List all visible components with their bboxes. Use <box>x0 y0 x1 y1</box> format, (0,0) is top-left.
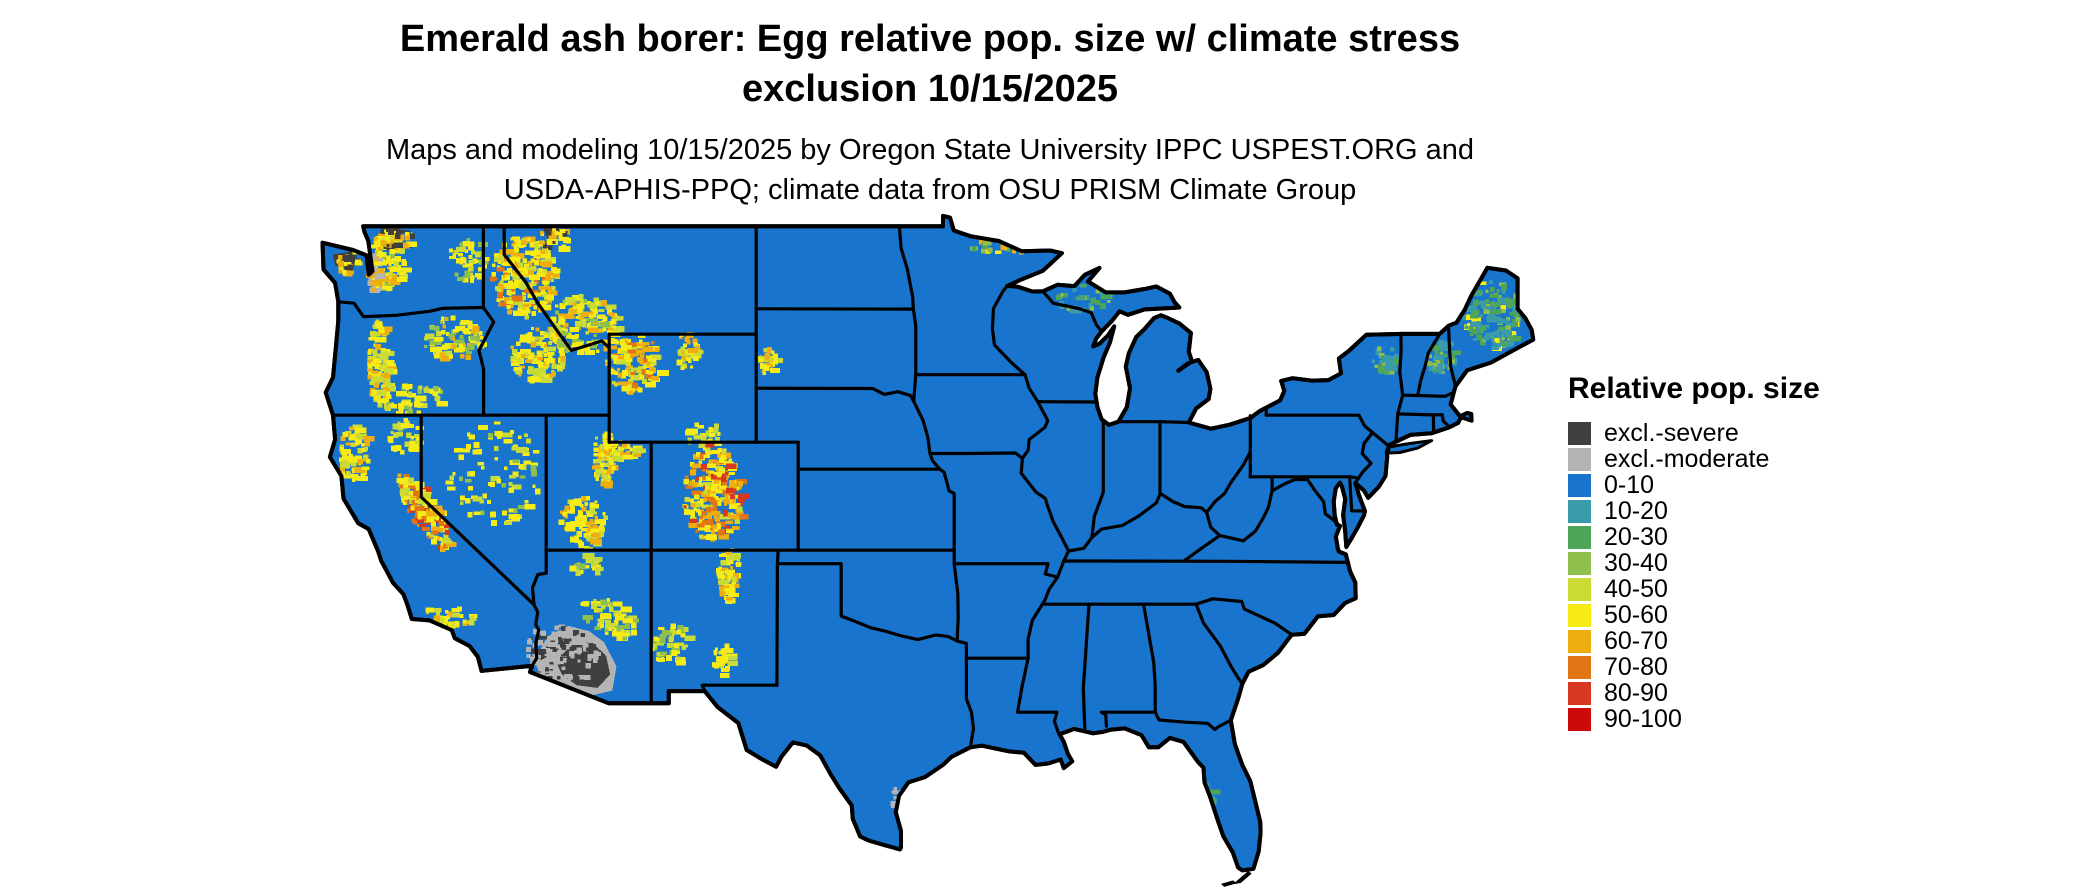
legend-swatch <box>1568 681 1591 705</box>
map-subtitle: Maps and modeling 10/15/2025 by Oregon S… <box>80 130 1780 210</box>
legend-swatch <box>1568 629 1591 653</box>
legend-label: excl.-moderate <box>1604 444 1770 473</box>
legend-swatch <box>1568 525 1591 549</box>
legend-row: 50-60 <box>1568 602 1948 628</box>
legend-swatch <box>1568 473 1591 497</box>
legend-row: 20-30 <box>1568 524 1948 550</box>
legend-row: 60-70 <box>1568 628 1948 654</box>
legend-label: 60-70 <box>1604 626 1668 655</box>
legend-label: 40-50 <box>1604 574 1668 603</box>
legend-swatch <box>1568 447 1591 471</box>
legend-swatch <box>1568 421 1591 445</box>
legend-swatch <box>1568 603 1591 627</box>
legend-label: 80-90 <box>1604 678 1668 707</box>
legend-label: 70-80 <box>1604 652 1668 681</box>
legend-label: 10-20 <box>1604 496 1668 525</box>
map-title-line1: Emerald ash borer: Egg relative pop. siz… <box>399 18 1461 60</box>
legend-row: 70-80 <box>1568 654 1948 680</box>
legend-swatch <box>1568 707 1591 731</box>
legend-label: 0-10 <box>1604 470 1655 499</box>
legend-label: 20-30 <box>1604 522 1668 551</box>
legend-swatch <box>1568 577 1591 601</box>
legend-swatch <box>1568 655 1591 679</box>
legend-label: excl.-severe <box>1604 418 1739 447</box>
legend-rows: excl.-severe excl.-moderate 0-10 10-20 20-30… <box>1568 420 1948 732</box>
legend-title: Relative pop. size <box>1568 372 1820 405</box>
legend-row: 40-50 <box>1568 576 1948 602</box>
map-subtitle-line2: USDA-APHIS-PPQ; climate data from OSU PR… <box>503 174 1357 207</box>
legend-row: 0-10 <box>1568 472 1948 498</box>
legend-row: 10-20 <box>1568 498 1948 524</box>
legend-row: excl.-moderate <box>1568 446 1948 472</box>
map-subtitle-line1: Maps and modeling 10/15/2025 by Oregon S… <box>385 134 1475 167</box>
legend-label: 90-100 <box>1604 704 1682 733</box>
legend-label: 30-40 <box>1604 548 1668 577</box>
legend-row: 80-90 <box>1568 680 1948 706</box>
legend: Relative pop. size excl.-severe excl.-mod… <box>1568 372 1948 732</box>
legend-swatch <box>1568 499 1591 523</box>
header: Emerald ash borer: Egg relative pop. siz… <box>80 14 1780 210</box>
legend-swatch <box>1568 551 1591 575</box>
legend-row: 30-40 <box>1568 550 1948 576</box>
legend-label: 50-60 <box>1604 600 1668 629</box>
map-title-line2: exclusion 10/15/2025 <box>741 68 1119 111</box>
legend-row: 90-100 <box>1568 706 1948 732</box>
legend-row: excl.-severe <box>1568 420 1948 446</box>
